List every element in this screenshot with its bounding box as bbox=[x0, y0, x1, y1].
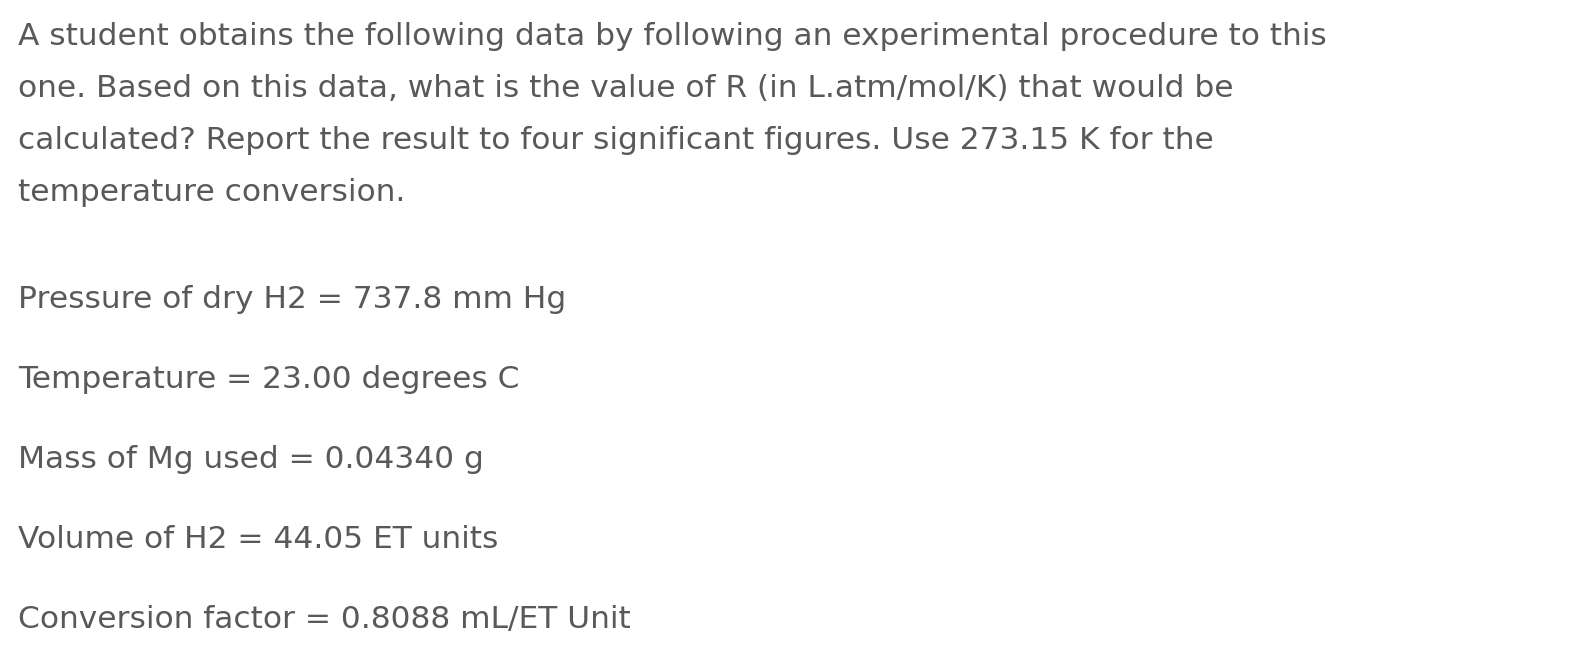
Text: A student obtains the following data by following an experimental procedure to t: A student obtains the following data by … bbox=[18, 22, 1326, 51]
Text: Volume of H2 = 44.05 ET units: Volume of H2 = 44.05 ET units bbox=[18, 525, 499, 554]
Text: Temperature = 23.00 degrees C: Temperature = 23.00 degrees C bbox=[18, 365, 520, 394]
Text: Mass of Mg used = 0.04340 g: Mass of Mg used = 0.04340 g bbox=[18, 445, 485, 474]
Text: Pressure of dry H2 = 737.8 mm Hg: Pressure of dry H2 = 737.8 mm Hg bbox=[18, 285, 566, 314]
Text: temperature conversion.: temperature conversion. bbox=[18, 178, 405, 207]
Text: calculated? Report the result to four significant figures. Use 273.15 K for the: calculated? Report the result to four si… bbox=[18, 126, 1213, 155]
Text: Conversion factor = 0.8088 mL/ET Unit: Conversion factor = 0.8088 mL/ET Unit bbox=[18, 605, 631, 634]
Text: one. Based on this data, what is the value of R (in L.atm/mol/K) that would be: one. Based on this data, what is the val… bbox=[18, 74, 1234, 103]
